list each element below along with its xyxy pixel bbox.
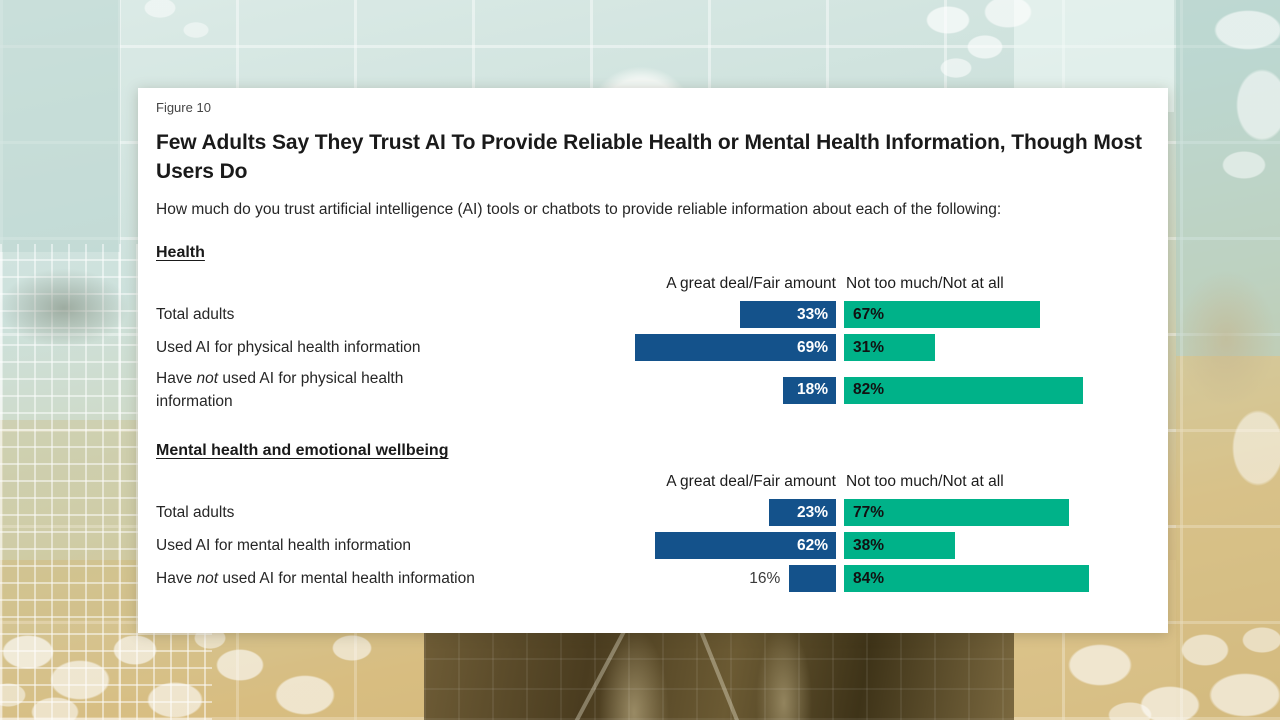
column-header-distrust: Not too much/Not at all [846,473,1004,490]
row-label: Used AI for physical health information [156,336,544,359]
trust-bar-track: 69% [544,334,836,361]
row-label: Have not used AI for physical health inf… [156,367,544,413]
chart-row: Total adults 33% 67% [156,301,1148,328]
chart-row: Total adults 23% 77% [156,499,1148,526]
trust-bar: 69% [634,334,836,361]
bar-value-label: 82% [853,381,885,398]
trust-bar-track: 62% [544,532,836,559]
row-label-italic: not [196,370,219,387]
distrust-bar-track: 67% [844,301,1136,328]
bar-value-label: 18% [796,381,828,398]
row-label-text: Have not used AI for physical health inf… [156,367,464,413]
bar-value-label: 69% [796,338,828,356]
figure-card: Figure 10 Few Adults Say They Trust AI T… [138,88,1168,633]
trust-bar: 33% [739,301,836,328]
column-header-row: A great deal/Fair amount Not too much/No… [156,473,1148,491]
bar-value-label: 62% [796,536,828,554]
column-header-trust: A great deal/Fair amount [666,275,836,292]
distrust-bar-track: 84% [844,565,1136,592]
distrust-bar-track: 82% [844,376,1136,404]
row-label: Have not used AI for mental health infor… [156,567,544,590]
bar-value-label: 84% [853,569,885,587]
outside-bar-value-label: 16% [749,569,781,587]
row-label-text: Used AI for mental health information [156,537,412,554]
row-label-text: Total adults [156,306,235,323]
trust-bar: 23% [768,499,836,526]
trust-bar: 62% [654,532,836,559]
distrust-bar-track: 38% [844,532,1136,559]
row-label: Used AI for mental health information [156,534,544,557]
chart-row: Have not used AI for mental health infor… [156,565,1148,592]
chart-row: Used AI for mental health information 62… [156,532,1148,559]
distrust-bar: 67% [844,301,1040,328]
section-heading-mental-health: Mental health and emotional wellbeing [156,442,449,459]
row-label-text: used AI for mental health information [218,570,475,587]
bar-value-label: 77% [853,503,885,521]
trust-bar-track: 23% [544,499,836,526]
column-header-distrust: Not too much/Not at all [846,275,1004,292]
chart-row: Have not used AI for physical health inf… [156,367,1148,413]
bar-value-label: 38% [853,536,885,554]
row-label: Total adults [156,303,544,326]
trust-bar [789,565,836,592]
trust-bar-track: 33% [544,301,836,328]
row-label: Total adults [156,501,544,524]
distrust-bar: 82% [844,376,1084,404]
column-header-trust: A great deal/Fair amount [666,473,836,490]
row-label-italic: not [196,570,219,587]
distrust-bar-track: 77% [844,499,1136,526]
distrust-bar: 84% [844,565,1090,592]
distrust-bar: 38% [844,532,955,559]
bar-value-label: 23% [796,503,828,521]
bar-value-label: 67% [853,305,885,323]
chart-row: Used AI for physical health information … [156,334,1148,361]
row-label-text: used AI for physical health information [156,370,404,410]
trust-bar-track: 18% [544,376,836,404]
bar-value-label: 31% [853,338,885,356]
distrust-bar: 77% [844,499,1069,526]
figure-title: Few Adults Say They Trust AI To Provide … [156,131,1142,183]
column-header-row: A great deal/Fair amount Not too much/No… [156,275,1148,293]
trust-bar: 18% [783,376,836,404]
bar-value-label: 33% [796,305,828,323]
row-label-text: Total adults [156,504,235,521]
row-label-text: Have [156,370,197,387]
distrust-bar: 31% [844,334,935,361]
figure-number-label: Figure 10 [156,100,211,115]
trust-bar-track: 16% [544,565,836,592]
section-heading-health: Health [156,244,205,261]
distrust-bar-track: 31% [844,334,1136,361]
row-label-text: Used AI for physical health information [156,339,421,356]
row-label-text: Have [156,570,197,587]
figure-question: How much do you trust artificial intelli… [156,201,1002,218]
